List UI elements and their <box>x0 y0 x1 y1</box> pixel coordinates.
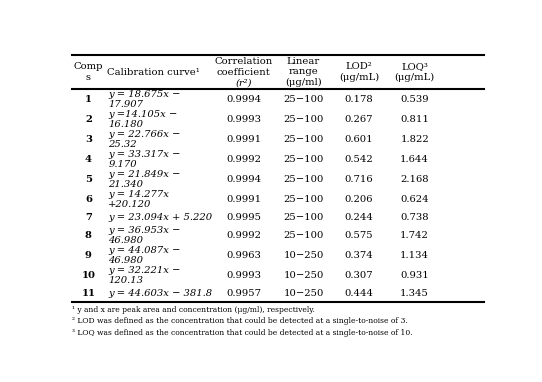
Text: 0.539: 0.539 <box>401 95 429 104</box>
Text: 2.168: 2.168 <box>401 175 429 184</box>
Text: 1.644: 1.644 <box>400 155 429 164</box>
Text: Comp
s: Comp s <box>74 62 103 82</box>
Text: coefficient: coefficient <box>217 68 270 77</box>
Text: 6: 6 <box>85 195 92 204</box>
Text: 10−250: 10−250 <box>283 271 324 280</box>
Text: 0.624: 0.624 <box>401 195 429 204</box>
Text: 7: 7 <box>85 213 92 222</box>
Text: 0.206: 0.206 <box>345 195 373 204</box>
Text: LOQ³
(μg/mL): LOQ³ (μg/mL) <box>395 62 435 82</box>
Text: y = 23.094x + 5.220: y = 23.094x + 5.220 <box>108 213 212 222</box>
Text: 4: 4 <box>85 155 92 164</box>
Text: 0.374: 0.374 <box>345 251 373 260</box>
Text: 1.345: 1.345 <box>400 289 429 298</box>
Text: 0.444: 0.444 <box>345 289 373 298</box>
Text: 1.822: 1.822 <box>401 135 429 144</box>
Text: 11: 11 <box>81 289 95 298</box>
Text: 0.9992: 0.9992 <box>227 231 261 240</box>
Text: 0.811: 0.811 <box>400 115 429 124</box>
Text: 0.738: 0.738 <box>401 213 429 222</box>
Text: 0.9993: 0.9993 <box>227 115 261 124</box>
Text: 0.9993: 0.9993 <box>227 271 261 280</box>
Text: 0.931: 0.931 <box>401 271 429 280</box>
Text: 0.601: 0.601 <box>345 135 373 144</box>
Text: 0.542: 0.542 <box>345 155 373 164</box>
Text: 25−100: 25−100 <box>283 231 324 240</box>
Text: ² LOD was defined as the concentration that could be detected at a single-to-noi: ² LOD was defined as the concentration t… <box>72 317 408 325</box>
Text: LOD²
(μg/mL): LOD² (μg/mL) <box>339 62 379 82</box>
Text: y = 32.221x −
120.13: y = 32.221x − 120.13 <box>108 266 180 285</box>
Text: 0.9963: 0.9963 <box>227 251 261 260</box>
Text: 0.716: 0.716 <box>345 175 373 184</box>
Text: y = 21.849x −
21.340: y = 21.849x − 21.340 <box>108 170 180 189</box>
Text: 25−100: 25−100 <box>283 195 324 204</box>
Text: y =14.105x −
16.180: y =14.105x − 16.180 <box>108 110 177 129</box>
Text: y = 22.766x −
25.32: y = 22.766x − 25.32 <box>108 130 180 149</box>
Text: 0.178: 0.178 <box>345 95 373 104</box>
Text: y = 44.087x −
46.980: y = 44.087x − 46.980 <box>108 246 180 265</box>
Text: 0.9992: 0.9992 <box>227 155 261 164</box>
Text: Linear
range
(μg/ml): Linear range (μg/ml) <box>285 57 322 87</box>
Text: 1.134: 1.134 <box>400 251 429 260</box>
Text: 1: 1 <box>85 95 92 104</box>
Text: y = 44.603x − 381.8: y = 44.603x − 381.8 <box>108 289 212 298</box>
Text: 0.9991: 0.9991 <box>226 195 261 204</box>
Text: Correlation: Correlation <box>215 57 273 66</box>
Text: ¹ y and x are peak area and concentration (μg/ml), respectively.: ¹ y and x are peak area and concentratio… <box>72 306 315 314</box>
Text: (r²): (r²) <box>236 79 252 88</box>
Text: 25−100: 25−100 <box>283 135 324 144</box>
Text: 1.742: 1.742 <box>400 231 429 240</box>
Text: 0.9957: 0.9957 <box>227 289 261 298</box>
Text: y = 18.675x −
17.907: y = 18.675x − 17.907 <box>108 90 180 109</box>
Text: 0.575: 0.575 <box>345 231 373 240</box>
Text: 5: 5 <box>85 175 92 184</box>
Text: 10−250: 10−250 <box>283 289 324 298</box>
Text: 10: 10 <box>81 271 95 280</box>
Text: ³ LOQ was defined as the concentration that could be detected at a single-to-noi: ³ LOQ was defined as the concentration t… <box>72 329 412 337</box>
Text: 25−100: 25−100 <box>283 95 324 104</box>
Text: 25−100: 25−100 <box>283 213 324 222</box>
Text: 25−100: 25−100 <box>283 155 324 164</box>
Text: y = 33.317x −
9.170: y = 33.317x − 9.170 <box>108 150 180 169</box>
Text: 0.307: 0.307 <box>345 271 373 280</box>
Text: 0.244: 0.244 <box>345 213 373 222</box>
Text: 0.9991: 0.9991 <box>226 135 261 144</box>
Text: y = 14.277x
+20.120: y = 14.277x +20.120 <box>108 190 169 209</box>
Text: 2: 2 <box>85 115 92 124</box>
Text: 10−250: 10−250 <box>283 251 324 260</box>
Text: 0.9994: 0.9994 <box>226 95 261 104</box>
Text: 0.267: 0.267 <box>345 115 373 124</box>
Text: 8: 8 <box>85 231 92 240</box>
Text: 0.9994: 0.9994 <box>226 175 261 184</box>
Text: y = 36.953x −
46.980: y = 36.953x − 46.980 <box>108 226 180 245</box>
Text: 0.9995: 0.9995 <box>227 213 261 222</box>
Text: 25−100: 25−100 <box>283 175 324 184</box>
Text: 9: 9 <box>85 251 92 260</box>
Text: 3: 3 <box>85 135 92 144</box>
Text: Calibration curve¹: Calibration curve¹ <box>107 68 200 76</box>
Text: 25−100: 25−100 <box>283 115 324 124</box>
